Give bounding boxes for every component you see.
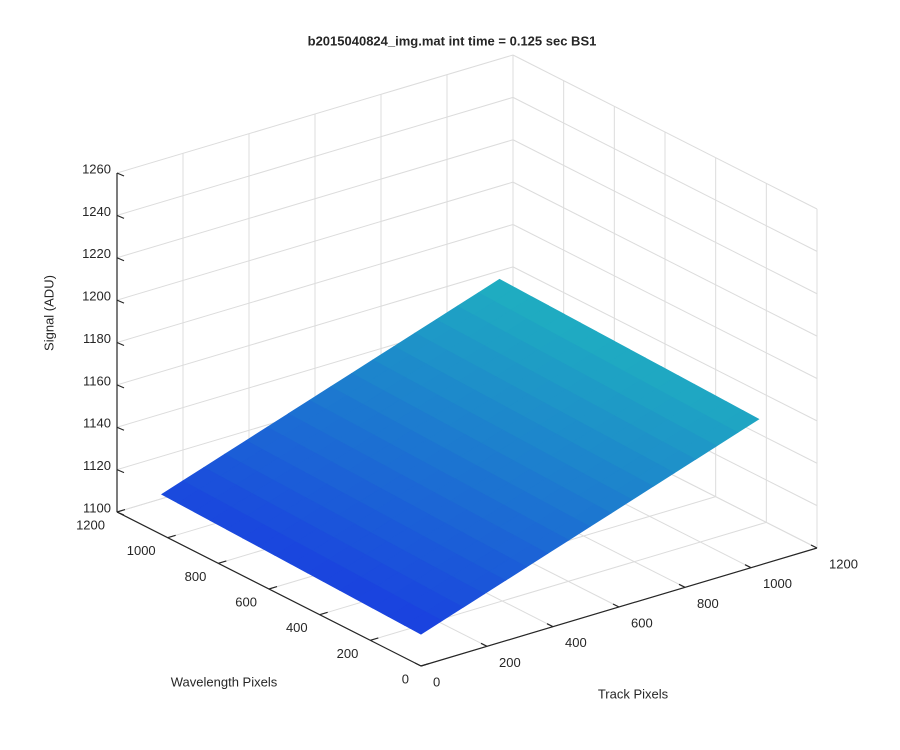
y-tick <box>420 663 430 667</box>
grid-line <box>116 181 514 301</box>
z-tick-label: 1120 <box>83 458 111 473</box>
grid-line <box>512 96 818 252</box>
x-axis-label: Track Pixels <box>598 686 669 701</box>
grid-line <box>512 139 818 295</box>
surface-patch <box>404 611 443 635</box>
y-tick-label: 200 <box>337 646 359 661</box>
y-tick <box>116 509 126 513</box>
z-tick-label: 1260 <box>82 161 111 176</box>
x-tick-label: 800 <box>697 596 719 611</box>
y-tick-label: 400 <box>286 620 308 635</box>
z-tick-label: 1100 <box>83 500 111 515</box>
y-tick-label: 1000 <box>127 543 156 558</box>
z-tick-label: 1140 <box>83 416 111 431</box>
grid-line <box>116 139 514 259</box>
grid-line <box>116 54 514 174</box>
z-tick <box>116 214 125 219</box>
x-tick-label: 200 <box>499 655 521 670</box>
y-axis-label: Wavelength Pixels <box>171 674 278 689</box>
y-tick <box>218 560 227 564</box>
y-tick <box>268 586 278 590</box>
z-tick <box>116 469 125 474</box>
x-tick <box>546 623 554 628</box>
z-tick <box>116 384 125 389</box>
y-tick-label: 1200 <box>76 517 105 532</box>
grid-line <box>512 266 818 422</box>
z-tick <box>116 511 125 516</box>
z-tick <box>116 341 125 347</box>
x-tick <box>744 564 752 569</box>
z-tick-label: 1200 <box>82 289 111 304</box>
y-tick <box>167 534 176 539</box>
x-tick-label: 400 <box>565 635 587 650</box>
chart-title: b2015040824_img.mat int time = 0.125 sec… <box>308 33 597 48</box>
z-tick-label: 1220 <box>82 246 111 261</box>
grid-line <box>116 224 514 343</box>
y-tick-label: 0 <box>402 671 409 686</box>
z-tick <box>116 172 125 177</box>
z-tick-label: 1180 <box>83 331 111 346</box>
x-tick <box>678 583 686 588</box>
z-tick <box>116 426 125 431</box>
x-tick <box>810 544 818 549</box>
y-tick <box>370 637 379 641</box>
x-tick-label: 1200 <box>829 556 858 571</box>
x-tick <box>480 642 488 647</box>
grid-line <box>116 266 514 386</box>
x-tick <box>414 662 422 667</box>
y-tick <box>319 611 328 616</box>
z-tick <box>116 299 125 304</box>
x-tick <box>612 603 620 608</box>
z-axis-label: Signal (ADU) <box>41 275 56 351</box>
z-tick <box>116 257 125 262</box>
y-tick-label: 800 <box>185 569 207 584</box>
z-tick-label: 1160 <box>83 373 111 388</box>
grid-line <box>512 181 818 337</box>
z-tick-label: 1240 <box>82 204 111 219</box>
grid-line <box>116 96 514 216</box>
x-tick-label: 1000 <box>763 576 792 591</box>
grid-line <box>512 224 818 379</box>
y-tick-label: 600 <box>235 594 257 609</box>
grid-line <box>512 54 818 210</box>
x-tick-label: 0 <box>433 674 440 689</box>
x-tick-label: 600 <box>631 615 653 630</box>
